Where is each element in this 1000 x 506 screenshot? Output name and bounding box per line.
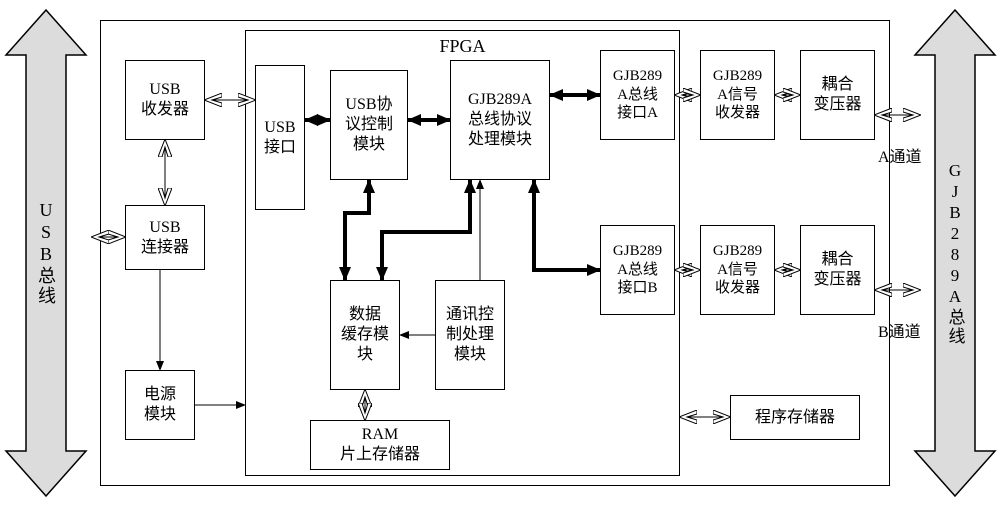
comm-module: 通讯控 制处理 模块 xyxy=(435,280,505,390)
usb-connector-label: USB 连接器 xyxy=(141,218,189,258)
ram-module-label: RAM 片上存储器 xyxy=(340,425,420,465)
usb-interface: USB 接口 xyxy=(255,65,305,210)
usb-xcvr-label: USB 收发器 xyxy=(141,80,189,120)
power-module-label: 电源 模块 xyxy=(144,385,176,425)
gjb-bus-label: GJB289A总线 xyxy=(935,100,975,406)
usb-connector: USB 连接器 xyxy=(125,205,205,270)
gjb-if-a-label: GJB289 A总线 接口A xyxy=(613,67,662,123)
gjb-xcvr-b-label: GJB289 A信号 收发器 xyxy=(713,242,762,298)
usb-interface-label: USB 接口 xyxy=(264,118,296,158)
usb-bus-label: USB总线 xyxy=(26,140,66,366)
coupler-a: 耦合 变压器 xyxy=(800,50,875,140)
stage: FPGA USB 收发器 USB 连接器 电源 模块 USB 接口 USB协 议… xyxy=(0,0,1000,506)
gjb-xcvr-a: GJB289 A信号 收发器 xyxy=(700,50,775,140)
coupler-a-label: 耦合 变压器 xyxy=(813,75,861,115)
ram-module: RAM 片上存储器 xyxy=(310,420,450,470)
cache-module-label: 数据 缓存模 块 xyxy=(341,305,389,365)
gjb-xcvr-a-label: GJB289 A信号 收发器 xyxy=(713,67,762,123)
usb-xcvr: USB 收发器 xyxy=(125,60,205,140)
gjb-protocol-label: GJB289A 总线协议 处理模块 xyxy=(468,90,532,150)
gjb-protocol: GJB289A 总线协议 处理模块 xyxy=(450,60,550,180)
program-store: 程序存储器 xyxy=(730,395,860,440)
usb-protocol: USB协 议控制 模块 xyxy=(330,70,408,180)
cache-module: 数据 缓存模 块 xyxy=(330,280,400,390)
gjb-if-b: GJB289 A总线 接口B xyxy=(600,225,675,315)
usb-protocol-label: USB协 议控制 模块 xyxy=(345,95,393,155)
comm-module-label: 通讯控 制处理 模块 xyxy=(446,305,494,365)
coupler-b-label: 耦合 变压器 xyxy=(813,250,861,290)
fpga-title: FPGA xyxy=(439,35,485,58)
program-store-label: 程序存储器 xyxy=(755,408,835,428)
gjb-if-b-label: GJB289 A总线 接口B xyxy=(613,242,662,298)
coupler-b: 耦合 变压器 xyxy=(800,225,875,315)
channel-a-label: A通道 xyxy=(878,143,922,167)
gjb-if-a: GJB289 A总线 接口A xyxy=(600,50,675,140)
power-module: 电源 模块 xyxy=(125,370,195,440)
channel-b-label: B通道 xyxy=(878,318,921,342)
gjb-xcvr-b: GJB289 A信号 收发器 xyxy=(700,225,775,315)
